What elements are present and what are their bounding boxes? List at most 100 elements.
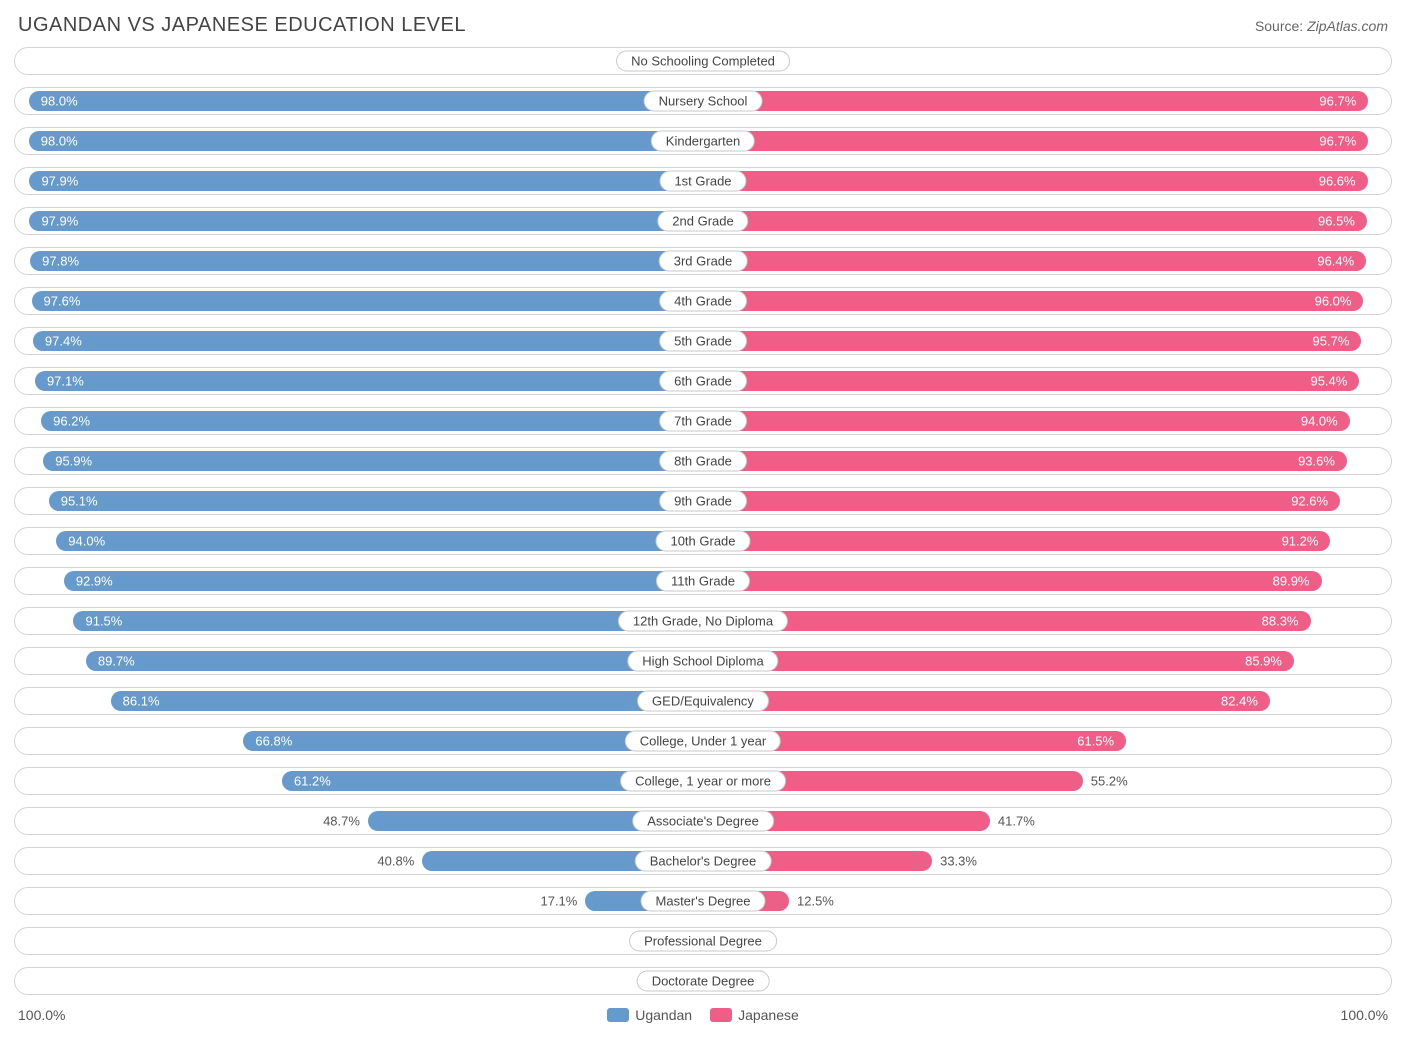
bar-left: 97.9% bbox=[29, 171, 703, 191]
value-left: 97.9% bbox=[41, 214, 78, 229]
bar-left: 97.8% bbox=[30, 251, 703, 271]
chart-row: 48.7%41.7%Associate's Degree bbox=[14, 807, 1392, 835]
chart-row: 98.0% 96.7% Kindergarten bbox=[14, 127, 1392, 155]
chart-title: UGANDAN VS JAPANESE EDUCATION LEVEL bbox=[18, 14, 466, 37]
chart-row: 91.5% 88.3% 12th Grade, No Diploma bbox=[14, 607, 1392, 635]
chart-row: 97.8% 96.4% 3rd Grade bbox=[14, 247, 1392, 275]
chart-row: 2.2%1.5%Doctorate Degree bbox=[14, 967, 1392, 995]
category-label: 2nd Grade bbox=[657, 211, 748, 232]
category-label: 12th Grade, No Diploma bbox=[618, 611, 788, 632]
category-label: 9th Grade bbox=[659, 491, 747, 512]
chart-row: 95.1%92.6%9th Grade bbox=[14, 487, 1392, 515]
category-label: 5th Grade bbox=[659, 331, 747, 352]
axis-left-max: 100.0% bbox=[18, 1007, 607, 1023]
chart-row: 97.6%96.0%4th Grade bbox=[14, 287, 1392, 315]
value-right: 96.6% bbox=[1319, 174, 1356, 189]
bar-right: 85.9% bbox=[703, 651, 1294, 671]
chart-row: 94.0% 91.2% 10th Grade bbox=[14, 527, 1392, 555]
bar-right: 95.4% bbox=[703, 371, 1359, 391]
category-label: College, 1 year or more bbox=[620, 771, 786, 792]
bar-right: 93.6% bbox=[703, 451, 1347, 471]
bar-right: 96.7% bbox=[703, 91, 1368, 111]
value-right: 96.7% bbox=[1319, 134, 1356, 149]
category-label: Master's Degree bbox=[641, 891, 766, 912]
chart-row: 40.8%33.3%Bachelor's Degree bbox=[14, 847, 1392, 875]
category-label: 3rd Grade bbox=[659, 251, 748, 272]
bar-right: 96.7% bbox=[703, 131, 1368, 151]
value-left: 98.0% bbox=[41, 134, 78, 149]
chart-source: Source: ZipAtlas.com bbox=[1255, 18, 1388, 34]
chart-footer: 100.0% Ugandan Japanese 100.0% bbox=[14, 1007, 1392, 1023]
bar-left: 95.9% bbox=[43, 451, 703, 471]
bar-right: 94.0% bbox=[703, 411, 1350, 431]
value-left: 94.0% bbox=[68, 534, 105, 549]
chart-header: UGANDAN VS JAPANESE EDUCATION LEVEL Sour… bbox=[14, 14, 1392, 47]
category-label: Professional Degree bbox=[629, 931, 777, 952]
value-right: 12.5% bbox=[797, 894, 834, 909]
bar-left: 96.2% bbox=[41, 411, 703, 431]
bar-right: 88.3% bbox=[703, 611, 1311, 631]
value-left: 96.2% bbox=[53, 414, 90, 429]
value-left: 95.9% bbox=[55, 454, 92, 469]
bar-right: 91.2% bbox=[703, 531, 1330, 551]
legend-item-japanese: Japanese bbox=[710, 1007, 799, 1023]
value-left: 91.5% bbox=[85, 614, 122, 629]
value-left: 86.1% bbox=[123, 694, 160, 709]
value-right: 88.3% bbox=[1262, 614, 1299, 629]
category-label: Kindergarten bbox=[651, 131, 755, 152]
value-right: 92.6% bbox=[1291, 494, 1328, 509]
value-left: 61.2% bbox=[294, 774, 331, 789]
chart-row: 97.1%95.4%6th Grade bbox=[14, 367, 1392, 395]
category-label: 11th Grade bbox=[656, 571, 750, 592]
bar-left: 97.4% bbox=[33, 331, 703, 351]
chart-row: 86.1% 82.4% GED/Equivalency bbox=[14, 687, 1392, 715]
bar-left: 98.0% bbox=[29, 91, 703, 111]
bar-left: 97.9% bbox=[29, 211, 703, 231]
bar-left: 92.9% bbox=[64, 571, 703, 591]
category-label: High School Diploma bbox=[627, 651, 778, 672]
chart-row: 97.9% 96.5% 2nd Grade bbox=[14, 207, 1392, 235]
legend-swatch-ugandan bbox=[607, 1008, 629, 1022]
bar-right: 96.4% bbox=[703, 251, 1366, 271]
value-right: 91.2% bbox=[1282, 534, 1319, 549]
value-right: 96.5% bbox=[1318, 214, 1355, 229]
category-label: 8th Grade bbox=[659, 451, 747, 472]
value-left: 17.1% bbox=[540, 894, 577, 909]
chart-row: 61.2%55.2%College, 1 year or more bbox=[14, 767, 1392, 795]
value-right: 41.7% bbox=[998, 814, 1035, 829]
chart-row: 97.9% 96.6% 1st Grade bbox=[14, 167, 1392, 195]
value-left: 40.8% bbox=[377, 854, 414, 869]
value-right: 93.6% bbox=[1298, 454, 1335, 469]
chart-row: 96.2%94.0%7th Grade bbox=[14, 407, 1392, 435]
bar-right: 89.9% bbox=[703, 571, 1322, 591]
value-right: 96.7% bbox=[1319, 94, 1356, 109]
legend-label-japanese: Japanese bbox=[738, 1007, 799, 1023]
value-right: 82.4% bbox=[1221, 694, 1258, 709]
bar-right: 95.7% bbox=[703, 331, 1361, 351]
value-left: 98.0% bbox=[41, 94, 78, 109]
value-right: 95.4% bbox=[1310, 374, 1347, 389]
chart-legend: Ugandan Japanese bbox=[607, 1007, 799, 1023]
legend-swatch-japanese bbox=[710, 1008, 732, 1022]
source-label: Source: bbox=[1255, 18, 1307, 34]
value-left: 48.7% bbox=[323, 814, 360, 829]
bar-left: 91.5% bbox=[73, 611, 703, 631]
education-diverging-bar-chart: 2.0%3.3%No Schooling Completed98.0%96.7%… bbox=[14, 47, 1392, 995]
chart-row: 97.4%95.7%5th Grade bbox=[14, 327, 1392, 355]
bar-right: 96.5% bbox=[703, 211, 1367, 231]
category-label: GED/Equivalency bbox=[637, 691, 769, 712]
value-right: 94.0% bbox=[1301, 414, 1338, 429]
axis-right-max: 100.0% bbox=[799, 1007, 1388, 1023]
chart-row: 89.7%85.9%High School Diploma bbox=[14, 647, 1392, 675]
value-right: 89.9% bbox=[1273, 574, 1310, 589]
value-right: 33.3% bbox=[940, 854, 977, 869]
source-value: ZipAtlas.com bbox=[1307, 18, 1388, 34]
category-label: College, Under 1 year bbox=[625, 731, 781, 752]
chart-row: 98.0%96.7%Nursery School bbox=[14, 87, 1392, 115]
value-left: 97.1% bbox=[47, 374, 84, 389]
value-right: 96.4% bbox=[1317, 254, 1354, 269]
value-left: 97.9% bbox=[41, 174, 78, 189]
category-label: No Schooling Completed bbox=[616, 51, 790, 72]
category-label: 1st Grade bbox=[659, 171, 746, 192]
category-label: 10th Grade bbox=[655, 531, 750, 552]
